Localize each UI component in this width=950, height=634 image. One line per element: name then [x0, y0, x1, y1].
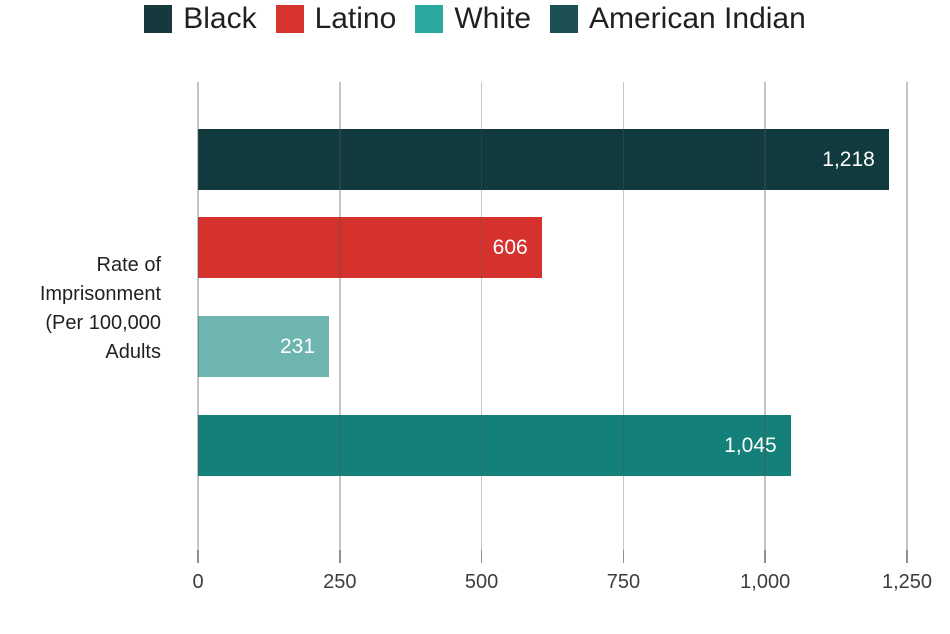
- y-axis-label-line-3: (Per 100,000: [45, 312, 161, 334]
- gridline-500: [480, 82, 483, 550]
- legend-label-american-indian: American Indian: [589, 2, 806, 35]
- gridline-1250: [906, 82, 908, 550]
- x-axis-tick-250: [339, 550, 341, 563]
- legend-item-white: White: [415, 4, 531, 34]
- legend-label-latino: Latino: [314, 2, 397, 35]
- bar-value-latino: 606: [492, 235, 528, 259]
- y-axis-label-line-2: Imprisonment: [39, 283, 161, 305]
- x-axis-tick-label-1000: 1,000: [740, 571, 791, 593]
- x-axis-tick-1250: [906, 550, 908, 563]
- y-axis-label-line-1: Rate of: [96, 254, 161, 276]
- bar-value-white: 231: [279, 334, 316, 358]
- bar-value-american-indian: 1,045: [724, 433, 777, 457]
- y-axis-label-line-4: Adults: [105, 341, 161, 363]
- bar-white: 231: [198, 316, 330, 377]
- chart-legend: Black Latino White American Indian: [0, 4, 950, 34]
- legend-item-latino: Latino: [275, 2, 397, 35]
- legend-swatch-black: [144, 5, 173, 33]
- legend-swatch-latino: [275, 5, 304, 33]
- legend-item-american-indian: American Indian: [550, 4, 806, 34]
- x-axis-tick-label-750: 750: [606, 571, 641, 593]
- x-axis-tick-0: [197, 550, 199, 563]
- x-axis-tick-1000: [764, 550, 766, 563]
- legend-swatch-american-indian: [550, 5, 578, 33]
- gridline-750: [622, 82, 625, 550]
- bar-american-indian: 1,045: [198, 415, 791, 476]
- x-axis-tick-label-1250: 1,250: [881, 571, 933, 593]
- bar-latino: 606: [198, 217, 542, 278]
- legend-item-black: Black: [144, 2, 257, 35]
- gridline-250: [339, 82, 341, 550]
- bar-black: 1,218: [198, 129, 889, 190]
- x-axis-tick-label-500: 500: [464, 571, 499, 593]
- bar-value-black: 1,218: [822, 147, 875, 171]
- x-axis-tick-500: [480, 550, 483, 563]
- legend-label-white: White: [454, 2, 531, 35]
- gridline-0: [197, 82, 199, 550]
- x-axis-tick-label-0: 0: [192, 571, 204, 593]
- y-axis-label: Rate of Imprisonment (Per 100,000 Adults: [0, 251, 161, 367]
- x-axis-tick-label-250: 250: [323, 571, 357, 593]
- x-axis-tick-750: [622, 550, 625, 563]
- legend-swatch-white: [415, 5, 444, 33]
- legend-label-black: Black: [183, 2, 257, 35]
- gridline-1000: [764, 82, 766, 550]
